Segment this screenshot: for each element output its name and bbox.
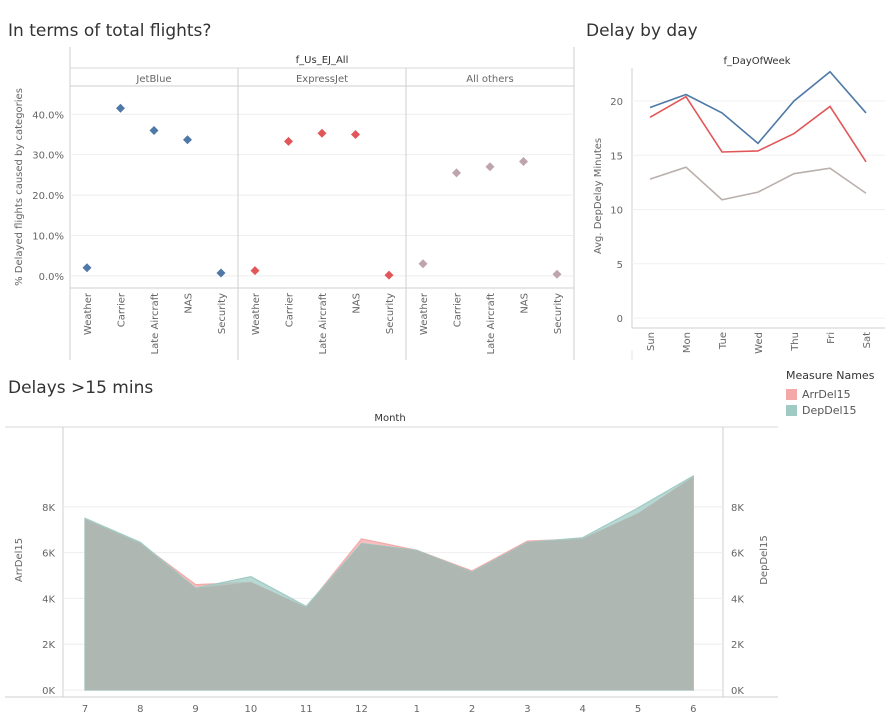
data-point-expressjet-late-aircraft [317,128,327,138]
x-tick-label: Security [217,293,228,334]
scatter-chart-title: In terms of total flights? [8,21,212,41]
y-tick-label: 10.0% [32,231,64,242]
area-chart-x-tick: 9 [192,704,198,715]
y-tick-label: 40.0% [32,110,64,121]
line-chart-y-tick: 15 [610,151,623,162]
x-tick-label: Carrier [453,292,464,327]
area-chart-x-tick: 2 [469,704,475,715]
line-chart-x-tick: Sun [646,332,657,351]
area-chart-x-tick: 1 [414,704,420,715]
line-series-3 [649,166,867,201]
x-tick-label: NAS [352,293,363,314]
legend-swatch-depdel15 [786,404,797,416]
area-chart-x-tick: 12 [355,704,368,715]
x-tick-label: Security [553,293,564,334]
line-chart-y-tick: 10 [610,206,623,217]
legend: Measure Names ArrDel15 DepDel15 [786,369,886,418]
line-chart-x-tick: Wed [754,332,765,354]
data-point-all-others-carrier [452,168,461,178]
x-tick-label: Late Aircraft [318,293,329,355]
data-point-jetblue-carrier [116,103,125,113]
legend-item-depdel15[interactable]: DepDel15 [786,402,886,418]
legend-label-arrdel15: ArrDel15 [802,387,851,401]
facet-header-title: f_Us_EJ_All [296,55,349,66]
area-chart-x-tick: 6 [690,704,696,715]
line-chart-y-tick: 5 [617,260,623,271]
legend-swatch-arrdel15 [786,388,797,400]
data-point-jetblue-late-aircraft [149,125,159,135]
area-chart-y-axis-title-right: DepDel15 [759,535,770,585]
data-point-expressjet-nas [351,129,360,139]
x-tick-label: Weather [251,292,262,335]
area-chart-y-tick-right: 4K [731,594,744,605]
y-tick-label: 0.0% [39,272,64,283]
panel-header-expressjet: ExpressJet [296,74,348,85]
legend-title: Measure Names [786,369,875,382]
data-point-all-others-weather [418,259,428,269]
data-point-all-others-late-aircraft [485,162,495,172]
area-chart-x-tick: 11 [300,704,313,715]
y-axis-title: % Delayed flights caused by categories [14,88,25,286]
data-point-jetblue-nas [183,135,192,145]
data-point-all-others-nas [519,157,528,167]
data-point-expressjet-weather [250,266,260,276]
line-chart-y-tick: 0 [617,314,623,325]
area-chart-x-tick: 3 [524,704,530,715]
data-point-expressjet-security [384,270,394,280]
x-tick-label: Late Aircraft [486,293,497,355]
area-chart-y-tick-right: 0K [731,686,744,697]
y-tick-label: 30.0% [32,151,64,162]
x-tick-label: Late Aircraft [150,293,161,355]
x-tick-label: Carrier [117,292,128,327]
x-tick-label: NAS [184,293,195,314]
area-chart-x-tick: 10 [245,704,258,715]
x-tick-label: NAS [520,293,531,314]
area-chart-y-axis-title-left: ArrDel15 [14,538,25,582]
x-tick-label: Security [385,293,396,334]
area-chart-y-tick-left: 4K [42,594,55,605]
line-chart-y-tick: 20 [610,97,623,108]
line-chart-x-tick: Thu [790,332,801,352]
line-series-2 [649,95,867,163]
data-point-all-others-security [552,269,562,279]
data-point-jetblue-security [216,268,226,278]
area-chart-header: Month [374,413,405,424]
area-chart-y-tick-right: 8K [731,503,744,514]
area-chart-x-tick: 8 [137,704,143,715]
line-chart-y-axis-title: Avg. DepDelay Minutes [593,138,604,254]
x-tick-label: Carrier [285,292,296,327]
line-chart-x-tick: Fri [826,332,837,344]
area-chart-x-tick: 4 [580,704,586,715]
line-chart-x-tick: Mon [682,332,693,353]
data-point-expressjet-carrier [284,136,293,146]
area-chart-x-tick: 5 [635,704,641,715]
area-overlap [85,477,694,690]
area-chart-y-tick-right: 6K [731,549,744,560]
area-chart-y-tick-left: 8K [42,503,55,514]
area-chart-x-tick: 7 [82,704,88,715]
legend-item-arrdel15[interactable]: ArrDel15 [786,386,886,402]
y-tick-label: 20.0% [32,191,64,202]
area-chart-y-tick-left: 0K [42,686,55,697]
area-chart-y-tick-right: 2K [731,640,744,651]
line-chart-header: f_DayOfWeek [723,56,790,67]
panel-header-jetblue: JetBlue [135,74,171,85]
data-point-jetblue-weather [82,263,92,273]
area-chart-y-tick-left: 2K [42,640,55,651]
delay-by-day-title: Delay by day [586,21,698,41]
area-chart-y-tick-left: 6K [42,549,55,560]
line-chart-x-tick: Sat [862,332,873,348]
line-series-1 [649,70,867,145]
monthly-delays-title: Delays >15 mins [8,378,154,398]
x-tick-label: Weather [419,292,430,335]
legend-label-depdel15: DepDel15 [802,403,857,417]
x-tick-label: Weather [83,292,94,335]
panel-header-all-others: All others [466,74,513,85]
line-chart-x-tick: Tue [718,332,729,350]
